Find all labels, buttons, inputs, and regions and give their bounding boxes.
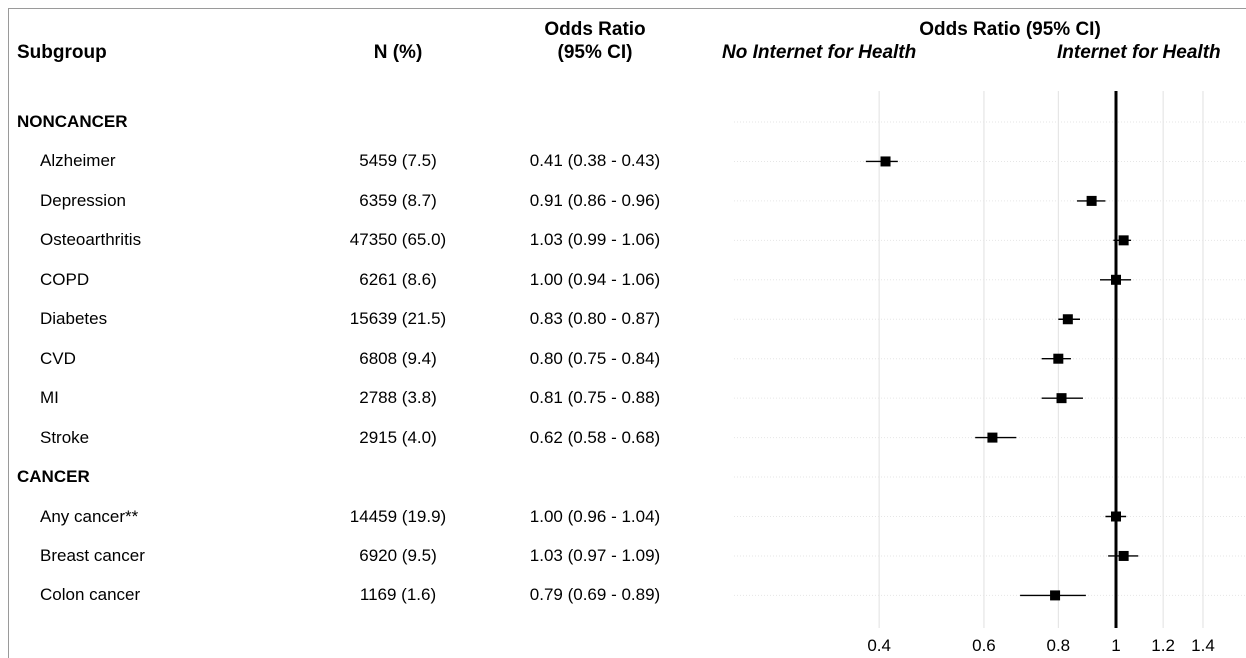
point-estimate-marker [880,156,891,167]
n-percent-value: 14459 (19.9) [349,506,447,526]
section-header: CANCER [17,467,90,487]
odds-ratio-ci-value: 0.91 (0.86 - 0.96) [529,190,661,210]
point-estimate-marker [1111,274,1121,285]
odds-ratio-ci-value: 1.00 (0.94 - 1.06) [529,269,661,289]
x-tick-label: 1 [1111,636,1120,655]
odds-ratio-ci-value: 1.00 (0.96 - 1.04) [529,506,661,526]
n-percent-value: 47350 (65.0) [349,230,447,250]
subgroup-label: Diabetes [40,309,108,329]
subgroup-label: MI [40,388,59,408]
odds-ratio-ci-value: 0.81 (0.75 - 0.88) [529,388,661,408]
x-tick-label: 0.8 [1046,636,1070,655]
x-tick-label: 0.6 [972,636,996,655]
n-percent-value: 6920 (9.5) [359,545,437,565]
figure-frame [8,8,1246,658]
point-estimate-marker [1062,314,1073,325]
odds-ratio-header-line1: Odds Ratio [544,19,646,40]
subgroup-label: Stroke [40,427,90,447]
point-estimate-marker [1111,511,1121,522]
n-percent-value: 6359 (8.7) [359,190,437,210]
subgroup-label: Osteoarthritis [40,230,142,250]
x-tick-label: 1.4 [1191,636,1215,655]
n-percent-value: 6261 (8.6) [359,269,437,289]
n-percent-value: 5459 (7.5) [359,151,437,171]
n-percent-value: 2788 (3.8) [359,388,437,408]
subgroup-header: Subgroup [17,42,107,63]
subgroup-label: COPD [40,269,90,289]
x-tick-label: 0.4 [867,636,891,655]
plot-title: Odds Ratio (95% CI) [919,19,1101,40]
n-percent-value: 6808 (9.4) [359,348,437,368]
point-estimate-marker [1056,393,1067,404]
odds-ratio-ci-value: 1.03 (0.99 - 1.06) [529,230,661,250]
odds-ratio-ci-value: 0.41 (0.38 - 0.43) [529,151,661,171]
subgroup-label: Any cancer** [40,506,139,526]
point-estimate-marker [1086,195,1097,206]
subgroup-label: Breast cancer [40,545,145,565]
x-tick-label: 1.2 [1151,636,1175,655]
odds-ratio-header-line2: (95% CI) [557,42,633,63]
subgroup-label: Colon cancer [40,585,141,605]
subgroup-label: CVD [40,348,76,368]
point-estimate-marker [1118,235,1129,246]
section-header: NONCANCER [17,112,128,131]
odds-ratio-ci-value: 0.83 (0.80 - 0.87) [529,309,661,329]
left-direction-label: No Internet for Health [722,42,917,63]
point-estimate-marker [1118,550,1129,561]
odds-ratio-ci-value: 0.80 (0.75 - 0.84) [529,348,661,368]
n-header: N (%) [373,42,423,63]
subgroup-label: Depression [40,190,126,210]
n-percent-value: 1169 (1.6) [359,585,437,605]
odds-ratio-ci-value: 0.62 (0.58 - 0.68) [529,427,661,447]
point-estimate-marker [987,432,998,443]
point-estimate-marker [1050,590,1061,601]
subgroup-label: Alzheimer [40,151,116,171]
right-direction-label: Internet for Health [1057,42,1221,63]
odds-ratio-ci-value: 0.79 (0.69 - 0.89) [529,585,661,605]
n-percent-value: 2915 (4.0) [359,427,437,447]
n-percent-value: 15639 (21.5) [349,309,447,329]
odds-ratio-ci-value: 1.03 (0.97 - 1.09) [529,545,661,565]
point-estimate-marker [1053,353,1064,364]
